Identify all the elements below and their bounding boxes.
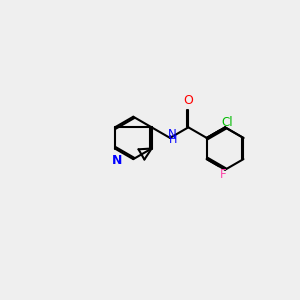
Text: O: O <box>183 94 193 107</box>
Text: Cl: Cl <box>221 116 233 128</box>
Text: H: H <box>169 135 177 145</box>
Text: N: N <box>112 154 122 167</box>
Text: N: N <box>168 128 177 141</box>
Text: F: F <box>220 168 227 181</box>
